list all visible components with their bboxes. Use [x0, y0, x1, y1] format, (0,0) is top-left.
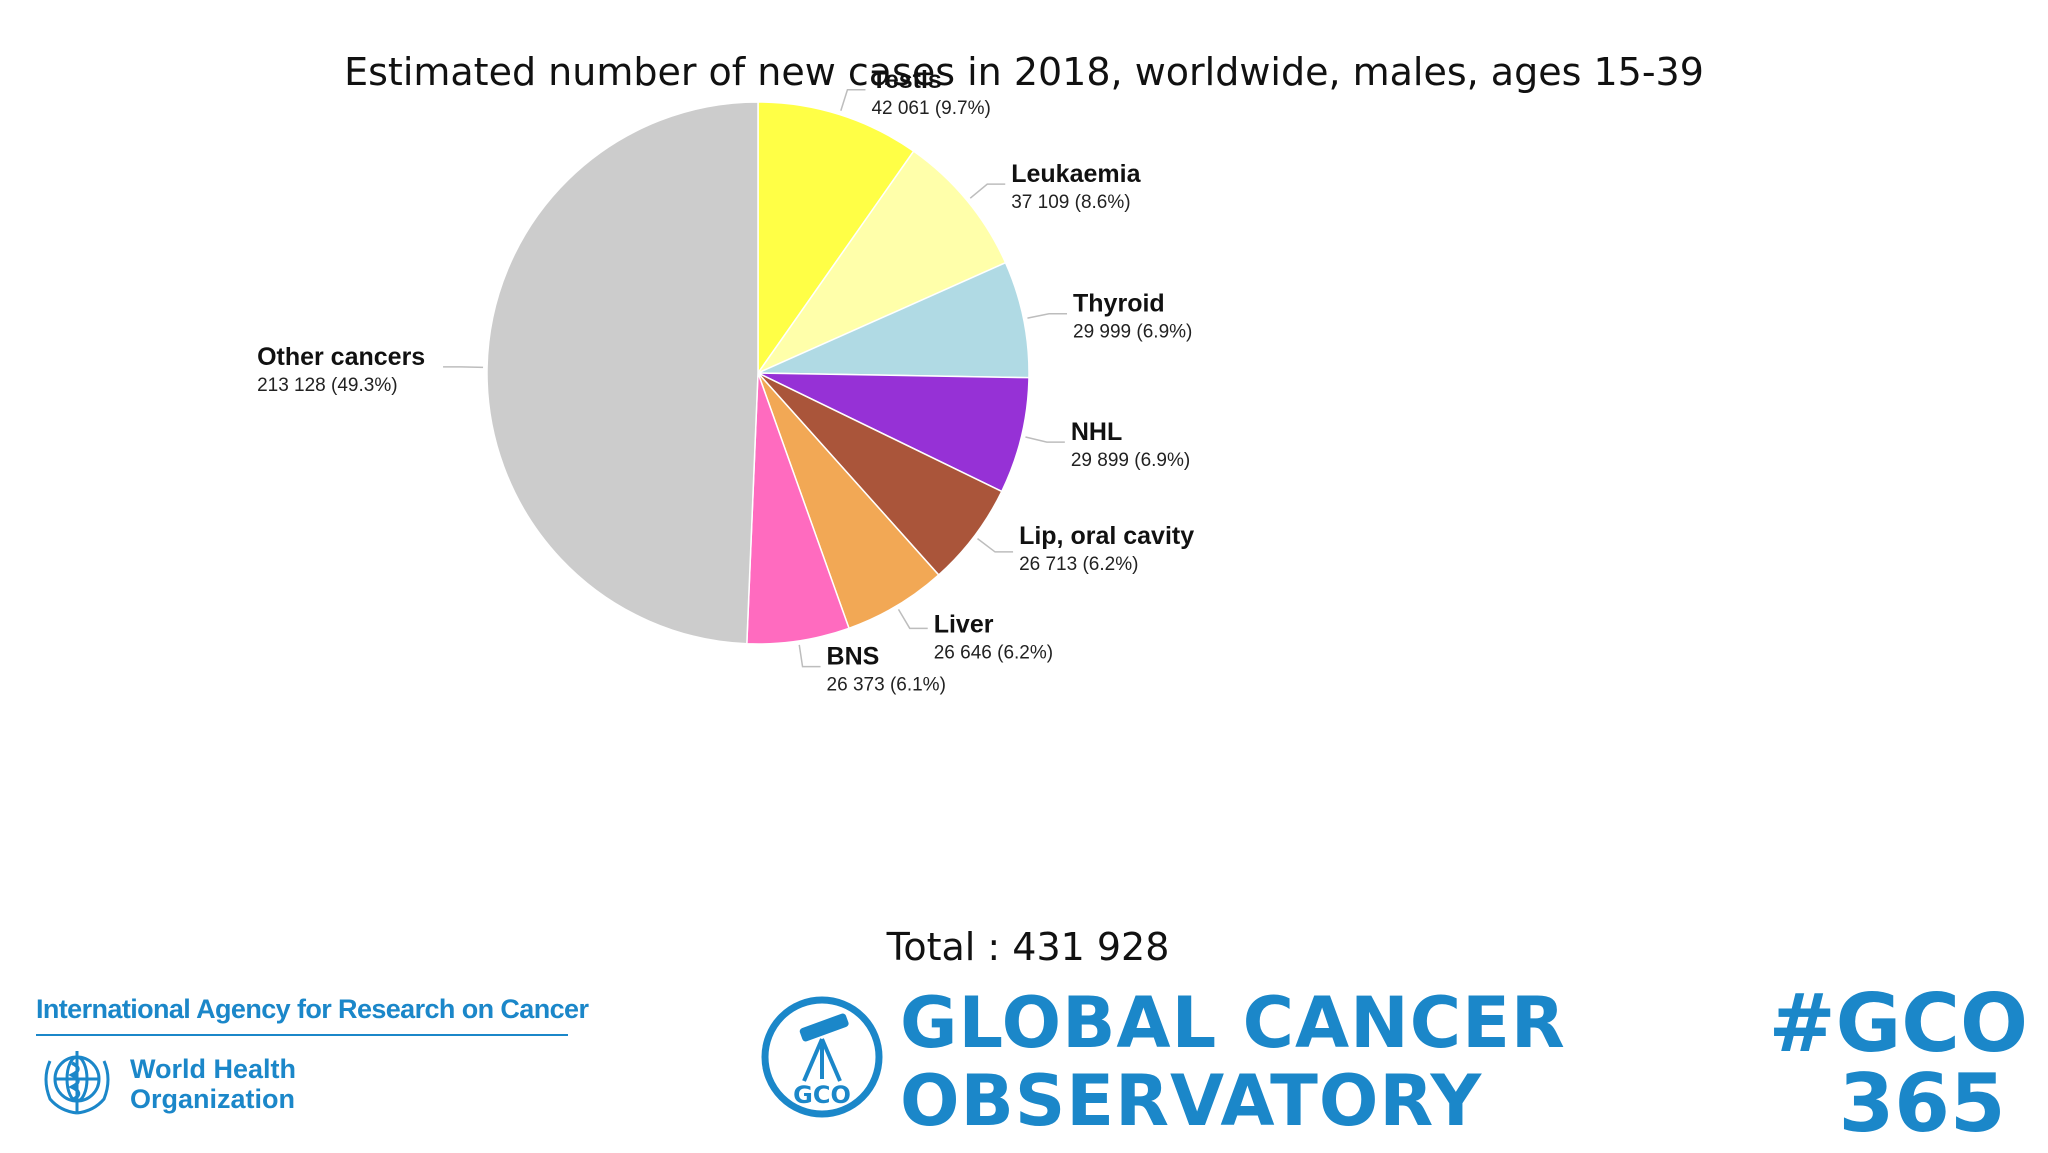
total-label: Total : 431 928 — [886, 925, 1170, 969]
pie-slices — [486, 101, 1030, 645]
hashtag-line2: 365 — [1838, 1057, 2006, 1150]
leader-line-nhl — [1025, 436, 1065, 443]
leader-line-lip-oral-cavity — [977, 538, 1014, 553]
gco-badge-text: GCO — [793, 1081, 851, 1109]
slice-value-lip-oral-cavity: 26 713 (6.2%) — [1019, 554, 1138, 575]
leader-line-thyroid — [1027, 312, 1068, 319]
pie-slice-leukaemia — [755, 150, 1007, 375]
leader-line-testis — [840, 89, 866, 111]
pie-slice-thyroid — [757, 261, 1030, 379]
who-name-line1: World Health — [130, 1054, 297, 1084]
slice-name-leukaemia: Leukaemia — [1011, 160, 1141, 188]
slice-name-nhl: NHL — [1071, 418, 1122, 446]
hashtag: #GCO 365 — [1769, 984, 2028, 1144]
leader-line-leukaemia — [969, 183, 1006, 199]
slice-value-other-cancers: 213 128 (49.3%) — [257, 375, 398, 396]
slice-name-bns: BNS — [827, 643, 880, 671]
pie-slice-other-cancers — [486, 101, 759, 645]
chart-title: Estimated number of new cases in 2018, w… — [344, 50, 1704, 94]
slice-value-liver: 26 646 (6.2%) — [934, 642, 1053, 663]
slice-value-thyroid: 29 999 (6.9%) — [1073, 322, 1192, 343]
slice-labels: Testis 42 061 (9.7%) Leukaemia 37 109 (8.6%… — [257, 66, 1194, 696]
pie-slice-nhl — [757, 372, 1030, 493]
gco-name: GLOBAL CANCER OBSERVATORY — [900, 984, 1566, 1140]
slice-value-bns: 26 373 (6.1%) — [827, 675, 946, 696]
gco-name-line1: GLOBAL CANCER — [900, 982, 1566, 1064]
pie-slice-testis — [757, 101, 915, 376]
iarc-divider — [36, 1034, 568, 1036]
slice-name-other-cancers: Other cancers — [257, 343, 425, 371]
slice-name-lip-oral-cavity: Lip, oral cavity — [1019, 522, 1194, 550]
who-name-line2: Organization — [130, 1084, 296, 1114]
slice-name-liver: Liver — [934, 610, 994, 638]
who-name: World Health Organization — [130, 1054, 296, 1114]
slice-name-testis: Testis — [871, 66, 941, 94]
iarc-name: International Agency for Research on Can… — [36, 994, 589, 1024]
slice-value-testis: 42 061 (9.7%) — [871, 98, 990, 119]
slice-name-thyroid: Thyroid — [1073, 290, 1165, 318]
hashtag-line1: #GCO — [1768, 977, 2028, 1070]
leader-line-bns — [798, 644, 821, 668]
gco-name-line2: OBSERVATORY — [900, 1060, 1483, 1142]
leader-line-liver — [897, 609, 928, 630]
who-emblem-icon — [44, 1051, 110, 1115]
slice-value-leukaemia: 37 109 (8.6%) — [1011, 192, 1130, 213]
gco-telescope-icon: GCO — [761, 996, 883, 1118]
slice-value-nhl: 29 899 (6.9%) — [1071, 450, 1190, 471]
